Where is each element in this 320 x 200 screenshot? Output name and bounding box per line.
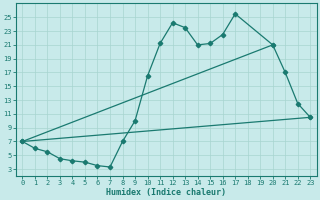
X-axis label: Humidex (Indice chaleur): Humidex (Indice chaleur) bbox=[106, 188, 226, 197]
